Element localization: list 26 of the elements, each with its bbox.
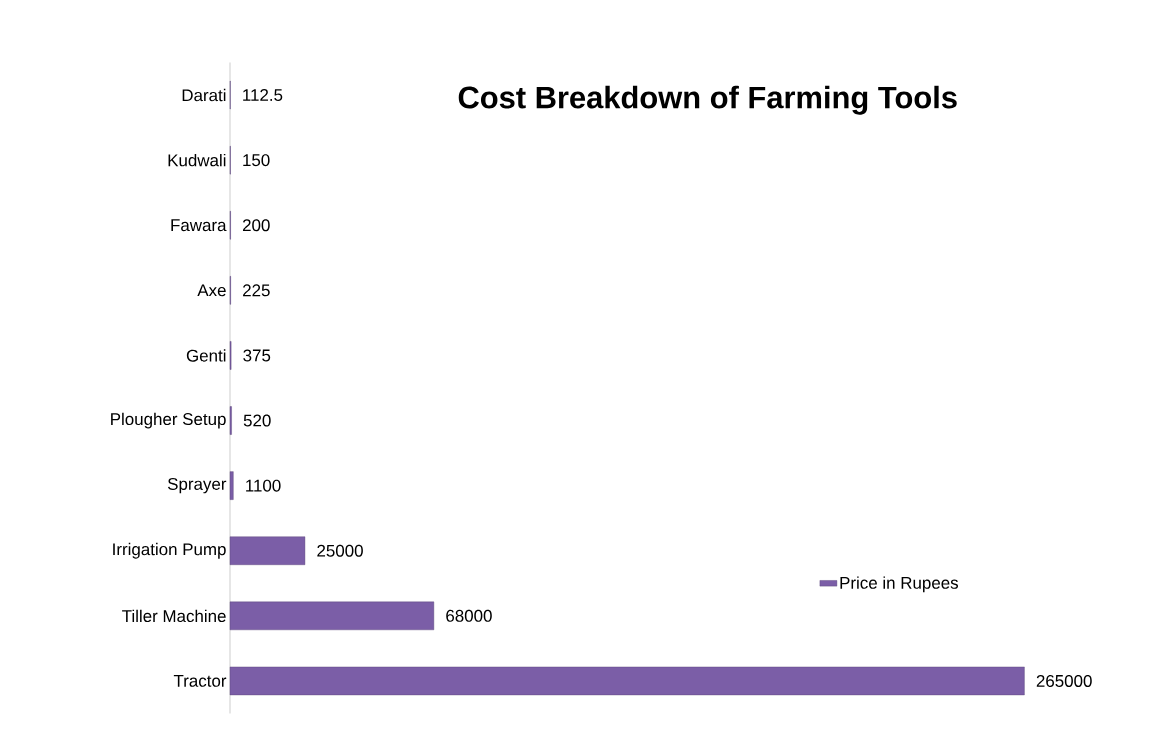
y-tick-label: Irrigation Pump [113, 542, 226, 559]
data-label: 225 [243, 284, 270, 297]
y-tick-label: Fawara [171, 219, 227, 232]
y-tick-label: Tractor [173, 675, 227, 687]
data-label: 520 [243, 414, 271, 427]
bar [229, 666, 1025, 696]
data-label: 265000 [1036, 674, 1092, 687]
data-label: 1100 [246, 479, 281, 492]
y-tick-label: Sprayer [167, 477, 227, 494]
y-tick-label: Axe [197, 284, 226, 297]
y-tick-label: Kudwali [168, 153, 226, 167]
bar [229, 601, 435, 631]
data-label: 200 [242, 219, 270, 232]
data-label: 25000 [317, 544, 363, 557]
data-label: 150 [243, 154, 270, 167]
legend-label: Price in Rupees [840, 576, 959, 593]
bar [229, 536, 306, 565]
text: Cost Breakdown of Farming Tools [458, 85, 957, 115]
y-tick-label: Darati [182, 88, 226, 102]
data-label: 68000 [446, 609, 492, 622]
y-tick-label: Plougher Setup [111, 412, 226, 429]
y-tick-label: Tiller Machine [122, 609, 226, 623]
data-label: 112.5 [243, 89, 283, 102]
data-label: 375 [243, 349, 271, 362]
y-tick-label: Genti [186, 349, 226, 362]
bar [229, 471, 234, 500]
